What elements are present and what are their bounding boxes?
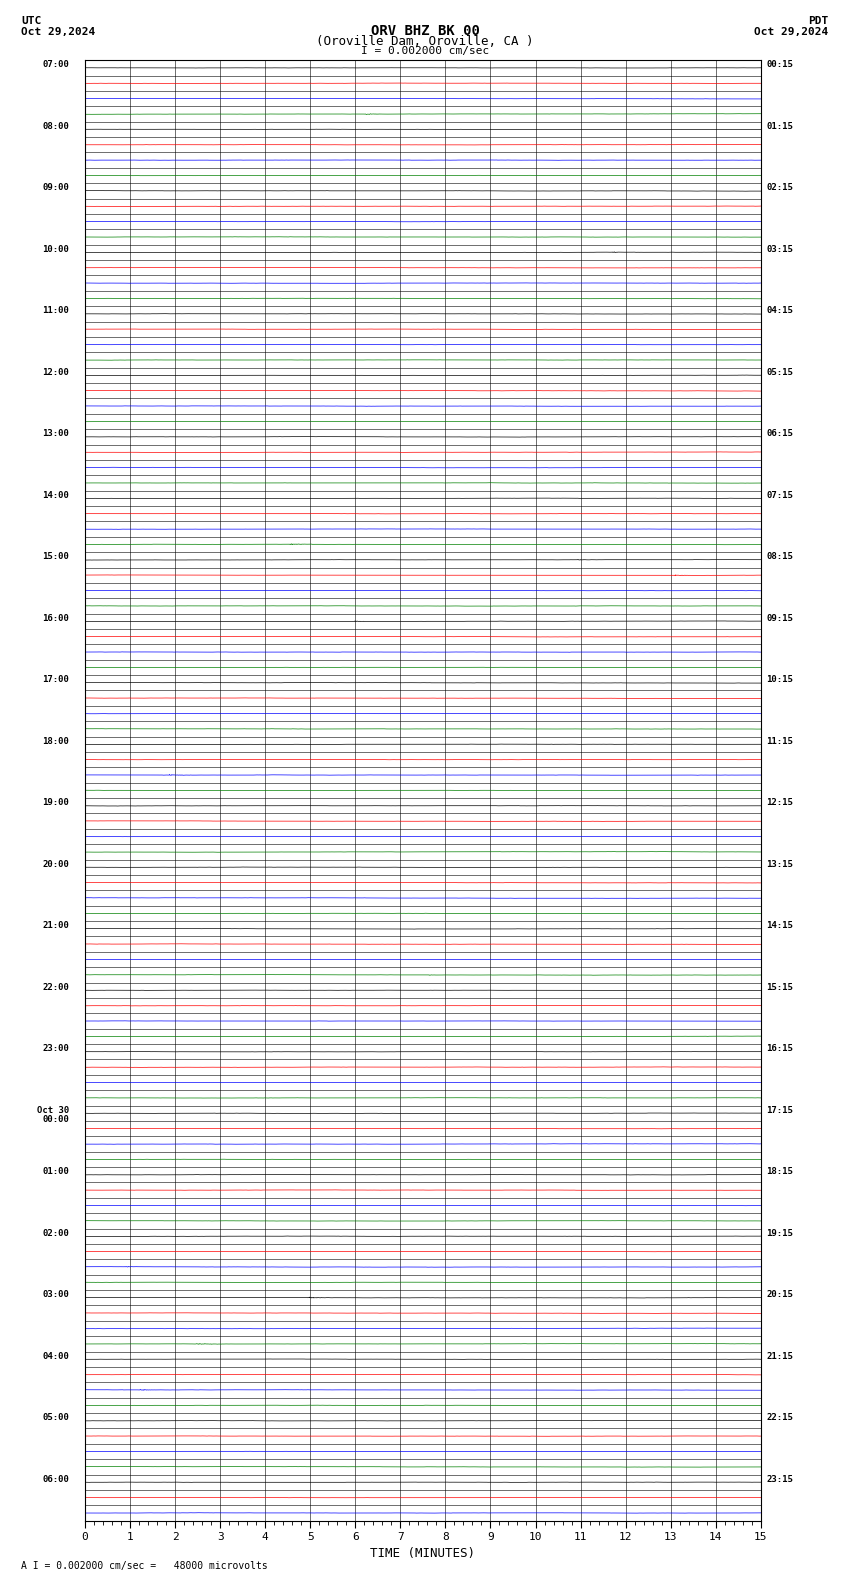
Text: UTC: UTC [21, 16, 42, 25]
Text: (Oroville Dam, Oroville, CA ): (Oroville Dam, Oroville, CA ) [316, 35, 534, 48]
Text: 01:15: 01:15 [766, 122, 793, 131]
Text: 16:00: 16:00 [42, 613, 69, 623]
Text: 06:00: 06:00 [42, 1475, 69, 1484]
Text: 11:15: 11:15 [766, 737, 793, 746]
Text: 12:15: 12:15 [766, 798, 793, 808]
Text: PDT: PDT [808, 16, 829, 25]
Text: 06:15: 06:15 [766, 429, 793, 439]
Text: 08:15: 08:15 [766, 553, 793, 561]
Text: Oct 29,2024: Oct 29,2024 [21, 27, 95, 36]
Text: 00:15: 00:15 [766, 60, 793, 70]
Text: 02:15: 02:15 [766, 184, 793, 192]
Text: 20:00: 20:00 [42, 860, 69, 868]
Text: 11:00: 11:00 [42, 306, 69, 315]
Text: 19:15: 19:15 [766, 1229, 793, 1237]
Text: 14:15: 14:15 [766, 920, 793, 930]
Text: 03:15: 03:15 [766, 244, 793, 253]
Text: 01:00: 01:00 [42, 1167, 69, 1175]
Text: 05:15: 05:15 [766, 367, 793, 377]
Text: 08:00: 08:00 [42, 122, 69, 131]
Text: 18:00: 18:00 [42, 737, 69, 746]
Text: ORV BHZ BK 00: ORV BHZ BK 00 [371, 24, 479, 38]
Text: 03:00: 03:00 [42, 1289, 69, 1299]
Text: 19:00: 19:00 [42, 798, 69, 808]
Text: 09:00: 09:00 [42, 184, 69, 192]
Text: 22:15: 22:15 [766, 1413, 793, 1422]
Text: Oct 29,2024: Oct 29,2024 [755, 27, 829, 36]
Text: 10:15: 10:15 [766, 675, 793, 684]
Text: 02:00: 02:00 [42, 1229, 69, 1237]
Text: 04:00: 04:00 [42, 1351, 69, 1361]
Text: 23:15: 23:15 [766, 1475, 793, 1484]
Text: 16:15: 16:15 [766, 1044, 793, 1053]
Text: 13:15: 13:15 [766, 860, 793, 868]
Text: 07:00: 07:00 [42, 60, 69, 70]
X-axis label: TIME (MINUTES): TIME (MINUTES) [371, 1546, 475, 1560]
Text: 15:00: 15:00 [42, 553, 69, 561]
Text: 21:00: 21:00 [42, 920, 69, 930]
Text: A I = 0.002000 cm/sec =   48000 microvolts: A I = 0.002000 cm/sec = 48000 microvolts [21, 1562, 268, 1571]
Text: 10:00: 10:00 [42, 244, 69, 253]
Text: 14:00: 14:00 [42, 491, 69, 499]
Text: 04:15: 04:15 [766, 306, 793, 315]
Text: 15:15: 15:15 [766, 982, 793, 992]
Text: Oct 30
00:00: Oct 30 00:00 [37, 1106, 69, 1123]
Text: 12:00: 12:00 [42, 367, 69, 377]
Text: 05:00: 05:00 [42, 1413, 69, 1422]
Text: 17:15: 17:15 [766, 1106, 793, 1115]
Text: 22:00: 22:00 [42, 982, 69, 992]
Text: 17:00: 17:00 [42, 675, 69, 684]
Text: 20:15: 20:15 [766, 1289, 793, 1299]
Text: 09:15: 09:15 [766, 613, 793, 623]
Text: I = 0.002000 cm/sec: I = 0.002000 cm/sec [361, 46, 489, 55]
Text: 21:15: 21:15 [766, 1351, 793, 1361]
Text: 18:15: 18:15 [766, 1167, 793, 1175]
Text: 23:00: 23:00 [42, 1044, 69, 1053]
Text: 13:00: 13:00 [42, 429, 69, 439]
Text: 07:15: 07:15 [766, 491, 793, 499]
